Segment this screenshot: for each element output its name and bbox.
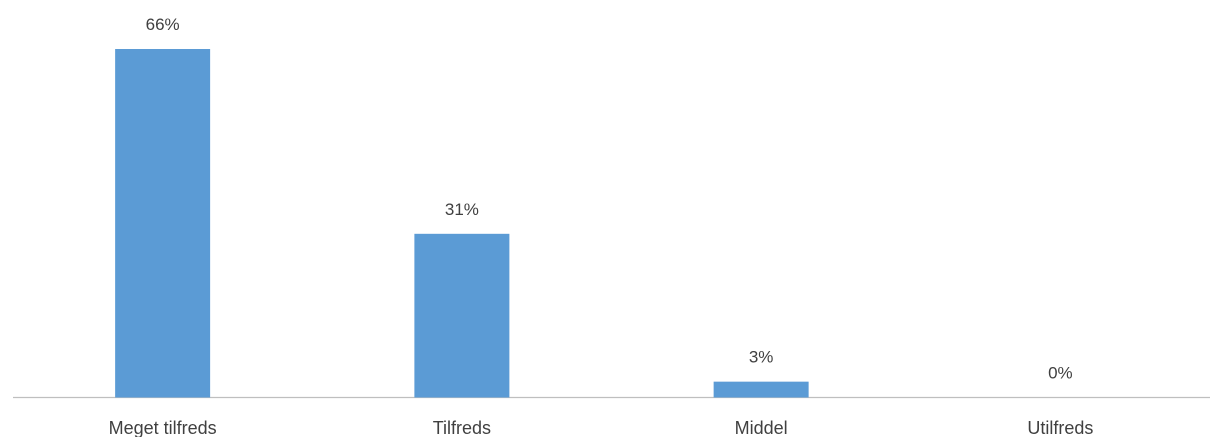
bar [414,233,510,398]
data-label: 3% [749,348,774,367]
bar [115,49,211,398]
bars-layer [115,49,809,398]
x-tick-label: Meget tilfreds [109,418,217,437]
x-tick-label: Middel [735,418,788,437]
x-tick-label: Tilfreds [433,418,491,437]
x-tick-label: Utilfreds [1027,418,1093,437]
data-label: 66% [146,15,180,34]
value-labels-layer: 66% 31% 3% 0% [146,15,1073,383]
data-label: 0% [1048,364,1073,383]
data-label: 31% [445,200,479,219]
category-labels-layer: Meget tilfreds Tilfreds Middel Utilfreds [109,418,1094,437]
bar [713,381,809,398]
